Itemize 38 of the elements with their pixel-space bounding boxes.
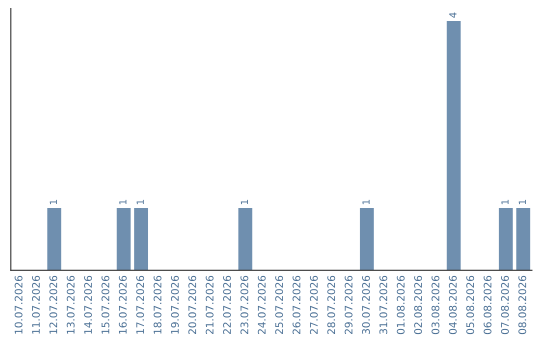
x-tick-label: 06.08.2026 <box>484 276 492 334</box>
x-tick-label: 02.08.2026 <box>414 276 422 334</box>
x-tick-label: 04.08.2026 <box>448 276 457 334</box>
data-label: 1 <box>136 200 144 204</box>
x-tick-label: 19.07.2026 <box>170 276 179 334</box>
x-tick-label: 17.07.2026 <box>136 276 144 334</box>
x-tick-label: 05.08.2026 <box>466 276 474 334</box>
x-tick-label: 24.07.2026 <box>258 276 266 334</box>
x-tick-label: 18.07.2026 <box>154 276 162 334</box>
x-tick-label: 10.07.2026 <box>14 276 23 334</box>
x-tick-label: 22.07.2026 <box>223 276 231 334</box>
data-label: 1 <box>119 200 126 204</box>
x-tick-label: 26.07.2026 <box>292 276 300 334</box>
x-tick-label: 20.07.2026 <box>188 276 196 334</box>
data-label: 1 <box>50 200 57 204</box>
data-label: 1 <box>362 200 370 204</box>
x-tick-label: 01.08.2026 <box>396 276 405 334</box>
x-tick-label: 12.07.2026 <box>49 276 58 334</box>
x-tick-label: 30.07.2026 <box>362 276 370 334</box>
x-tick-label: 23.07.2026 <box>240 276 248 334</box>
x-tick-label: 29.07.2026 <box>344 276 353 334</box>
data-label: 1 <box>240 200 248 204</box>
x-tick-label: 21.07.2026 <box>206 276 214 334</box>
x-tick-label: 27.07.2026 <box>310 276 318 334</box>
x-tick-label: 08.08.2026 <box>518 276 526 334</box>
data-label: 1 <box>518 200 526 204</box>
data-label: 1 <box>501 200 509 204</box>
x-tick-label: 28.07.2026 <box>327 276 336 334</box>
x-tick-label: 14.07.2026 <box>84 276 92 334</box>
x-tick-label: 31.07.2026 <box>379 276 388 334</box>
data-label: 4 <box>449 12 456 18</box>
x-tick-label: 25.07.2026 <box>275 276 284 334</box>
x-tick-label: 11.07.2026 <box>32 276 40 334</box>
x-tick-label: 16.07.2026 <box>118 276 127 334</box>
x-tick-label: 15.07.2026 <box>101 276 110 334</box>
x-tick-label: 13.07.2026 <box>66 276 75 334</box>
x-tick-label: 03.08.2026 <box>432 276 440 334</box>
x-tick-label: 07.08.2026 <box>500 276 509 334</box>
